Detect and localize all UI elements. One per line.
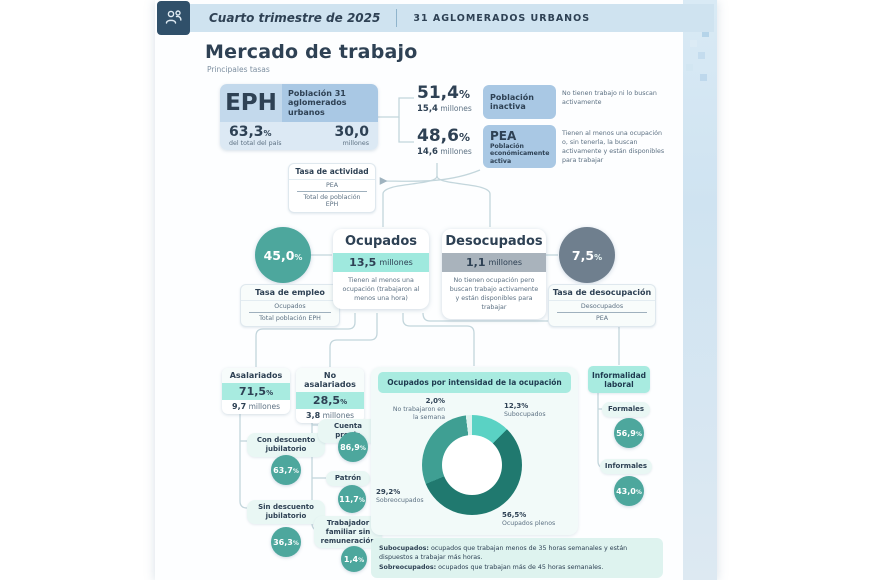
donut-label-subocupados: 12,3% Subocupados [504,402,546,418]
donut-label-no-trabajaron: 2,0% No trabajaron en la semana [392,397,445,421]
tasa-desocupacion-circle: 7,5% [559,227,615,283]
informales-pill: Informales [600,459,652,474]
page-title: Mercado de trabajo [205,41,418,63]
tasa-empleo-title: Tasa de empleo [241,285,339,301]
pea-note: Tienen al menos una ocupación o, sin ten… [562,130,665,165]
inactiva-box: Población inactiva [483,85,556,119]
patron-pill: Patrón [326,471,370,486]
footnote-sobreocupados: Sobreocupados: ocupados que trabajan más… [379,564,604,572]
eph-total: 30,0 millones [334,124,369,147]
asalariados-title: Asalariados [222,368,290,383]
footnote-subocupados: Subocupados: ocupados que trabajan menos… [379,545,628,562]
decorative-mosaic [683,0,717,580]
ocupados-title: Ocupados [344,234,418,249]
tasa-desocupacion-box: Tasa de desocupación Desocupados PEA [548,284,656,327]
no-asalariados-block: No asalariados 28,5% 3,8 millones [296,368,364,423]
pea-box: PEA Población económicamente activa [483,125,556,168]
donut-label-ocupados-plenos: 56,5% Ocupados plenos [502,511,556,527]
inactiva-note: No tienen trabajo ni lo buscan activamen… [562,90,657,107]
patron-circle: 11,7% [338,485,366,513]
donut-label-sobreocupados: 29,2% Sobreocupados [376,488,424,504]
ocupados-note: Tienen al menos una ocupación (trabajaro… [342,277,420,303]
tasa-empleo-box: Tasa de empleo Ocupados Total población … [240,284,340,327]
coverage-label: 31 AGLOMERADOS URBANOS [413,12,591,24]
formales-pill: Formales [602,402,650,417]
header-divider [396,9,398,27]
informalidad-title: Informalidad laboral [588,366,650,393]
tasa-actividad-formula: PEA Total de población EPH [289,180,375,212]
people-icon [157,1,190,35]
eph-acronym: EPH [220,84,282,122]
eph-box: EPH Población 31 aglomerados urbanos 63,… [220,84,378,150]
period-label: Cuarto trimestre de 2025 [209,11,381,25]
tasa-actividad-box: Tasa de actividad PEA Total de población… [288,163,376,213]
eph-share: 63,3% del total del país [229,124,282,147]
footnotes-box: Subocupados: ocupados que trabajan menos… [371,538,663,579]
tasa-empleo-circle: 45,0% [255,227,311,283]
formales-circle: 56,9% [614,418,644,448]
inactiva-value: 51,4% 15,4 millones [417,83,472,114]
eph-population-label: Población 31 aglomerados urbanos [282,84,378,122]
tasa-empleo-formula: Ocupados Total población EPH [241,301,339,326]
pea-acronym: PEA [490,129,517,143]
sin-descuento-circle: 36,3% [271,527,301,557]
page-subtitle: Principales tasas [207,65,270,74]
tasa-actividad-title: Tasa de actividad [289,164,375,180]
con-descuento-pill: Con descuento jubilatorio [247,433,325,457]
trabajador-familiar-pill: Trabajador familiar sin remuneración [314,516,382,549]
desocupados-title: Desocupados [445,234,543,249]
cuenta-propia-circle: 86,9% [338,432,368,462]
intensidad-title: Ocupados por intensidad de la ocupación [378,372,571,393]
tasa-desocupacion-formula: Desocupados PEA [549,301,655,326]
no-asalariados-title: No asalariados [296,368,364,392]
sin-descuento-pill: Sin descuento jubilatorio [247,500,325,524]
pea-value: 48,6% 14,6 millones [417,126,472,157]
header-band: Cuarto trimestre de 2025 31 AGLOMERADOS … [157,4,714,32]
trabajador-familiar-circle: 1,4% [341,546,367,572]
ocupados-card: Ocupados 13,5 millones Tienen al menos un… [333,229,429,310]
desocupados-card: Desocupados 1,1 millones No tienen ocupac… [442,229,546,319]
pea-box-label: Población económicamente activa [490,143,550,165]
informales-circle: 43,0% [614,476,644,506]
ocupados-value-band: 13,5 millones [333,253,429,272]
desocupados-note: No tienen ocupación pero buscan trabajo … [449,277,539,312]
asalariados-block: Asalariados 71,5% 9,7 millones [222,368,290,414]
intensidad-panel: Ocupados por intensidad de la ocupación … [371,367,578,535]
tasa-desocupacion-title: Tasa de desocupación [549,285,655,301]
con-descuento-circle: 63,7% [271,455,301,485]
donut-chart [422,415,522,515]
desocupados-value-band: 1,1 millones [442,253,546,272]
